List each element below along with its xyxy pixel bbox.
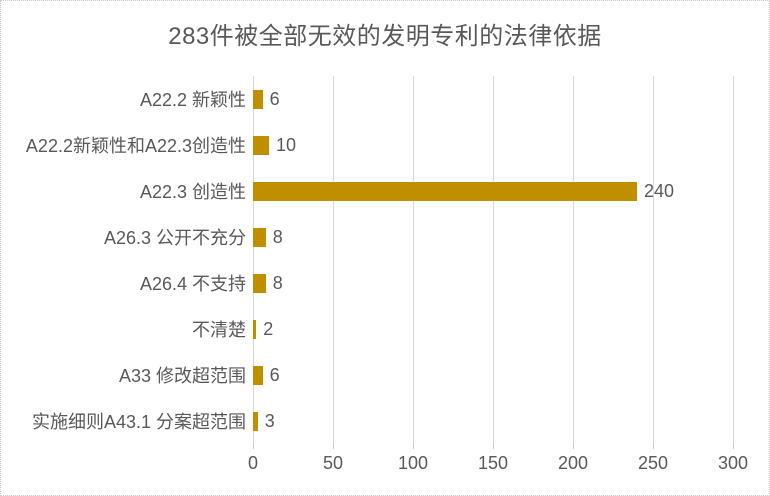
category-label: 实施细则A43.1 分案超范围 — [31, 412, 246, 432]
bar — [253, 227, 266, 247]
chart-title: 283件被全部无效的发明专利的法律依据 — [168, 23, 602, 50]
category-label: A26.4 不支持 — [139, 274, 246, 294]
axis-tick — [413, 444, 414, 449]
axis-tick — [333, 444, 334, 449]
category-label: A22.3 创造性 — [139, 182, 246, 202]
category-axis: A22.2 新颖性 A22.2新颖性和A22.3创造性 A22.3 创造性 A26.3… — [1, 76, 246, 444]
bar-row: 3 — [253, 398, 733, 444]
value-label: 3 — [264, 410, 275, 431]
bar-row: 6 — [253, 352, 733, 398]
gridline — [573, 76, 574, 444]
bar — [253, 273, 266, 293]
value-label: 6 — [269, 88, 280, 109]
value-label: 8 — [272, 226, 283, 247]
category-label: A33 修改超范围 — [118, 366, 246, 386]
axis-tick — [493, 444, 494, 449]
gridline — [413, 76, 414, 444]
bar-row: 10 — [253, 122, 733, 168]
category-label: 不清楚 — [192, 320, 246, 340]
bar-row: 240 — [253, 168, 733, 214]
bar — [253, 319, 257, 339]
bar-rows: 6 10 240 8 8 2 6 3 — [253, 76, 733, 444]
x-axis-label: 0 — [247, 453, 259, 473]
plot-area: 6 10 240 8 8 2 6 3 — [253, 76, 734, 449]
category-label: A22.2 新颖性 — [139, 90, 246, 110]
value-label: 2 — [263, 318, 274, 339]
value-label: 10 — [276, 134, 297, 155]
x-axis-label: 50 — [322, 453, 344, 473]
x-axis-label: 250 — [637, 453, 669, 473]
bar — [253, 135, 269, 155]
bar-row: 2 — [253, 306, 733, 352]
bar — [253, 89, 263, 109]
bar — [253, 365, 263, 385]
x-axis-label: 300 — [717, 453, 749, 473]
value-label: 6 — [269, 364, 280, 385]
bar — [253, 181, 637, 201]
axis-tick — [573, 444, 574, 449]
value-label: 240 — [644, 180, 675, 201]
gridline — [253, 76, 254, 444]
gridline — [333, 76, 334, 444]
axis-tick — [653, 444, 654, 449]
category-label: A26.3 公开不充分 — [103, 228, 246, 248]
x-axis-label: 100 — [397, 453, 429, 473]
axis-tick — [253, 444, 254, 449]
bar-row: 6 — [253, 76, 733, 122]
bar-row: 8 — [253, 260, 733, 306]
x-axis-label: 200 — [557, 453, 589, 473]
axis-tick — [733, 444, 734, 449]
category-label: A22.2新颖性和A22.3创造性 — [25, 136, 246, 156]
gridline — [733, 76, 734, 444]
gridline — [493, 76, 494, 444]
x-axis-label: 150 — [477, 453, 509, 473]
bar — [253, 411, 258, 431]
gridline — [653, 76, 654, 444]
value-label: 8 — [272, 272, 283, 293]
bar-row: 8 — [253, 214, 733, 260]
